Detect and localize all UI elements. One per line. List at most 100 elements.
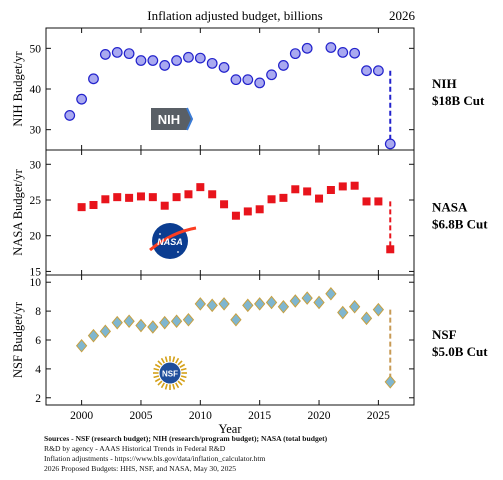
x-tick-label: 2025 bbox=[367, 410, 390, 422]
nsf-logo-ray bbox=[179, 377, 186, 383]
x-tick-label: 2005 bbox=[129, 410, 152, 422]
data-point bbox=[220, 200, 229, 209]
nsf-logo-ray bbox=[154, 363, 161, 369]
y-axis-label: NIH Budget/yr bbox=[11, 50, 25, 126]
data-point bbox=[313, 295, 325, 310]
sources-line: 2026 Proposed Budgets: HHS, NSF, and NAS… bbox=[44, 464, 236, 473]
data-point bbox=[89, 201, 98, 209]
data-point bbox=[123, 314, 135, 329]
nsf-logo-ray bbox=[164, 356, 168, 363]
data-point bbox=[136, 192, 145, 201]
nsf-logo: NSF bbox=[153, 356, 187, 390]
data-point bbox=[326, 186, 335, 194]
data-point bbox=[350, 181, 359, 190]
data-point bbox=[182, 312, 195, 327]
data-point bbox=[99, 49, 111, 60]
nsf-logo-ray bbox=[174, 357, 180, 364]
y-tick-label: 8 bbox=[35, 306, 41, 318]
y-axis-label: NASA Budget/yr bbox=[11, 168, 25, 255]
x-tick-label: 2020 bbox=[308, 410, 331, 422]
data-point bbox=[325, 286, 337, 301]
nsf-logo-ray bbox=[164, 383, 168, 390]
data-point bbox=[267, 195, 276, 204]
nasa-logo: NASA bbox=[149, 223, 197, 259]
x-tick-label: 2000 bbox=[70, 410, 93, 422]
data-point bbox=[291, 185, 300, 194]
data-point bbox=[172, 193, 181, 202]
data-point bbox=[348, 299, 361, 314]
data-point bbox=[303, 187, 312, 196]
data-point bbox=[337, 305, 349, 320]
x-tick-label: 2010 bbox=[189, 410, 212, 422]
data-point bbox=[170, 314, 183, 329]
data-point bbox=[230, 312, 242, 327]
data-point bbox=[279, 193, 288, 202]
nsf-logo-ray bbox=[174, 382, 180, 389]
data-point bbox=[76, 93, 88, 105]
nsf-logo-text: NSF bbox=[162, 370, 178, 379]
panel-nih: 30 40 50 NIH Budget/yr NIH $18B Cut bbox=[11, 27, 485, 151]
data-point bbox=[362, 197, 371, 206]
y-tick-label: 10 bbox=[30, 277, 42, 289]
nsf-logo-ray bbox=[160, 357, 166, 364]
data-point bbox=[101, 195, 110, 204]
data-point bbox=[384, 138, 396, 150]
sources-note: Sources - NSF (research budget); NIH (re… bbox=[44, 434, 494, 474]
data-point bbox=[372, 65, 384, 77]
nih-logo-shape bbox=[151, 108, 192, 130]
nsf-logo-ray bbox=[153, 375, 160, 379]
panel-nsf: 2 4 6 8 10 NSF Budget/yr NSF $5.0B Cut bbox=[11, 274, 488, 406]
nsf-logo-ray bbox=[177, 380, 183, 386]
data-point bbox=[75, 338, 88, 353]
nasa-logo-star bbox=[159, 233, 161, 235]
y-axis-label: NSF Budget/yr bbox=[11, 301, 25, 378]
data-point bbox=[301, 291, 313, 305]
data-point bbox=[372, 302, 385, 317]
nsf-logo-ray bbox=[180, 375, 187, 379]
data-point bbox=[171, 55, 182, 66]
panel-nasa: 15 20 25 30 NASA Budget/yr NASA $6.8B Cut bbox=[11, 149, 488, 278]
data-point bbox=[242, 74, 254, 86]
nsf-logo-ray bbox=[153, 367, 160, 371]
data-point bbox=[87, 328, 100, 343]
data-point bbox=[147, 320, 159, 334]
data-point bbox=[338, 182, 347, 191]
nsf-logo-ray bbox=[172, 356, 176, 363]
data-point bbox=[147, 55, 159, 66]
cut-label-amount: $6.8B Cut bbox=[432, 217, 488, 232]
y-tick-label: 20 bbox=[30, 231, 42, 243]
data-point bbox=[374, 197, 383, 206]
data-point bbox=[384, 375, 396, 389]
nsf-logo-ray bbox=[172, 383, 176, 390]
cut-label-agency: NASA bbox=[432, 200, 468, 215]
proposed-year-label: 2026 bbox=[389, 8, 416, 23]
data-point bbox=[231, 211, 240, 220]
data-point bbox=[278, 60, 289, 71]
data-point bbox=[194, 52, 206, 64]
data-point bbox=[254, 297, 266, 311]
data-point bbox=[111, 315, 123, 330]
nasa-logo-star bbox=[177, 251, 179, 253]
nih-logo-accent bbox=[186, 107, 194, 131]
data-point bbox=[315, 194, 324, 203]
data-point bbox=[206, 298, 218, 313]
y-tick-label: 6 bbox=[35, 335, 41, 347]
data-point bbox=[123, 48, 135, 60]
y-tick-label: 40 bbox=[30, 84, 42, 96]
data-point bbox=[325, 42, 337, 53]
cut-label-agency: NIH bbox=[432, 76, 457, 91]
data-point bbox=[289, 294, 301, 308]
data-point bbox=[196, 183, 205, 192]
data-point bbox=[218, 62, 230, 73]
data-point bbox=[337, 47, 349, 58]
plot-frame bbox=[45, 274, 415, 406]
x-axis-label: Year bbox=[218, 422, 242, 436]
data-point bbox=[254, 77, 266, 89]
data-point bbox=[208, 190, 217, 199]
nsf-logo-ray bbox=[157, 360, 163, 366]
chart-title: Inflation adjusted budget, billions bbox=[147, 8, 322, 23]
data-point bbox=[125, 193, 134, 202]
sources-line: Sources - NSF (research budget); NIH (re… bbox=[44, 434, 328, 443]
nsf-logo-ray bbox=[179, 363, 186, 369]
